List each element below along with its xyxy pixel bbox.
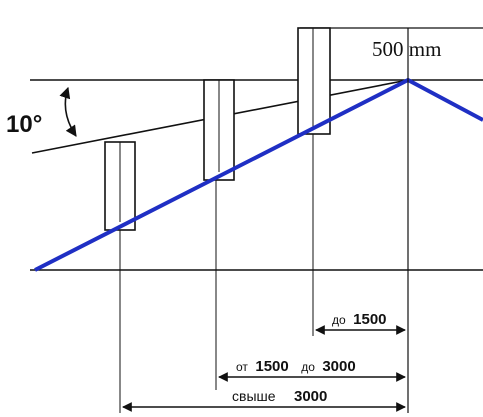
dim3-value: 3000 (294, 388, 327, 405)
dim2-middle: до (301, 360, 315, 374)
dimension-label-over-3000: свыше 3000 (232, 388, 327, 405)
angle-arc-arrow (59, 86, 77, 137)
dimension-label-1500-3000: от 1500 до 3000 (236, 358, 356, 375)
dim3-prefix: свыше (232, 388, 276, 404)
ridge-height-label: 500 mm (372, 37, 441, 61)
angle-label: 10° (6, 111, 42, 138)
dim2-value: 1500 (255, 358, 288, 375)
dim2-value2: 3000 (322, 358, 355, 375)
chimney-3 (297, 27, 331, 135)
dim1-value: 1500 (353, 311, 386, 328)
dimension-label-up-to-1500: до 1500 (332, 311, 387, 328)
dim1-prefix: до (332, 313, 346, 327)
dim2-prefix: от (236, 360, 248, 374)
